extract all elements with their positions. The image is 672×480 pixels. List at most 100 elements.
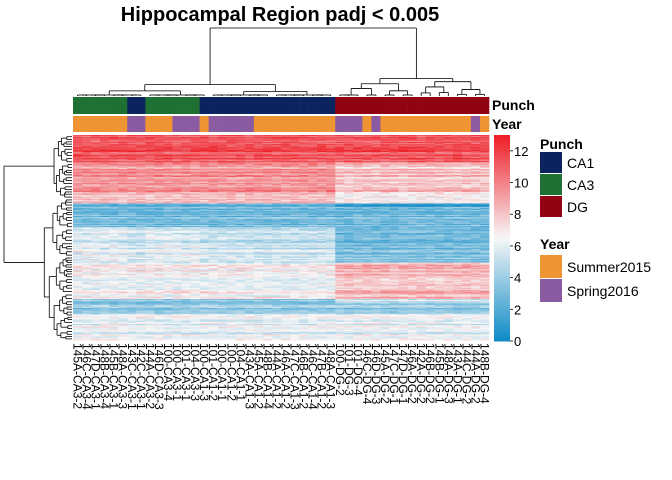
heatmap-cell bbox=[154, 185, 164, 187]
heatmap-cell bbox=[425, 234, 436, 236]
heatmap-cell bbox=[470, 140, 481, 143]
heatmap-cell bbox=[362, 186, 372, 188]
heatmap-cell bbox=[443, 158, 454, 161]
heatmap-cell bbox=[434, 180, 445, 183]
heatmap-cell bbox=[199, 162, 210, 164]
heatmap-cell bbox=[145, 235, 155, 237]
heatmap-cell bbox=[452, 187, 463, 189]
punch-annotation-cell bbox=[145, 97, 155, 114]
heatmap-cell bbox=[335, 181, 345, 184]
heatmap-cell bbox=[344, 146, 354, 148]
heatmap-cell bbox=[335, 194, 345, 196]
heatmap-cell bbox=[416, 157, 427, 160]
heatmap-cell bbox=[172, 186, 182, 188]
heatmap-cell bbox=[235, 240, 246, 243]
heatmap-cell bbox=[353, 193, 363, 195]
heatmap-cell bbox=[109, 182, 119, 185]
heatmap-cell bbox=[244, 189, 255, 192]
heatmap-cell bbox=[82, 220, 92, 222]
heatmap-cell bbox=[389, 170, 399, 172]
heatmap-cell bbox=[235, 138, 246, 140]
heatmap-cell bbox=[299, 207, 309, 210]
heatmap-cell bbox=[262, 240, 273, 243]
heatmap-cell bbox=[398, 158, 409, 161]
heatmap-cell bbox=[344, 226, 354, 228]
heatmap-cell bbox=[434, 206, 445, 209]
heatmap-cell bbox=[145, 207, 155, 210]
heatmap-cell bbox=[362, 145, 372, 147]
heatmap-cell bbox=[136, 231, 146, 234]
heatmap-cell bbox=[73, 185, 83, 187]
heatmap-cell bbox=[335, 144, 345, 146]
heatmap-cell bbox=[91, 198, 101, 201]
heatmap-cell bbox=[118, 236, 128, 238]
heatmap-cell bbox=[389, 174, 399, 177]
heatmap-cell bbox=[199, 164, 210, 167]
heatmap-cell bbox=[145, 138, 155, 140]
heatmap-cell bbox=[443, 161, 454, 163]
heatmap-cell bbox=[199, 213, 210, 216]
heatmap-cell bbox=[479, 221, 490, 224]
heatmap-cell bbox=[461, 229, 472, 232]
heatmap-cell bbox=[208, 199, 219, 202]
heatmap-cell bbox=[344, 144, 354, 146]
heatmap-cell bbox=[91, 190, 101, 193]
heatmap-cell bbox=[145, 201, 155, 203]
heatmap-cell bbox=[452, 140, 463, 143]
heatmap-cell bbox=[452, 197, 463, 200]
heatmap-cell bbox=[371, 223, 381, 226]
heatmap-cell bbox=[136, 176, 146, 178]
heatmap-cell bbox=[100, 238, 110, 241]
heatmap-cell bbox=[172, 196, 182, 199]
heatmap-cell bbox=[154, 206, 164, 209]
heatmap-cell bbox=[109, 189, 119, 192]
heatmap-cell bbox=[145, 174, 155, 177]
heatmap-cell bbox=[299, 136, 309, 138]
heatmap-cell bbox=[190, 195, 201, 197]
heatmap-cell bbox=[461, 196, 472, 199]
heatmap-cell bbox=[335, 169, 345, 171]
heatmap-cell bbox=[290, 160, 300, 162]
heatmap-cell bbox=[82, 213, 92, 216]
heatmap-cell bbox=[371, 221, 381, 224]
heatmap-cell bbox=[461, 202, 472, 204]
heatmap-cell bbox=[271, 244, 282, 246]
heatmap-cell bbox=[181, 135, 191, 137]
heatmap-cell bbox=[91, 218, 101, 220]
heatmap-cell bbox=[398, 212, 409, 214]
heatmap-cell bbox=[380, 197, 390, 200]
heatmap-cell bbox=[136, 223, 146, 226]
heatmap-cell bbox=[443, 166, 454, 169]
heatmap-cell bbox=[425, 177, 436, 179]
heatmap-cell bbox=[317, 205, 327, 208]
heatmap-cell bbox=[100, 202, 110, 204]
heatmap-cell bbox=[308, 207, 318, 210]
heatmap-cell bbox=[434, 242, 445, 244]
heatmap-cell bbox=[172, 176, 182, 178]
heatmap-cell bbox=[281, 171, 291, 173]
heatmap-cell bbox=[91, 172, 101, 175]
heatmap-cell bbox=[199, 185, 210, 187]
heatmap-cell bbox=[253, 163, 264, 166]
heatmap-cell bbox=[425, 165, 436, 168]
heatmap-cell bbox=[82, 214, 92, 217]
heatmap-cell bbox=[73, 219, 83, 221]
heatmap-cell bbox=[407, 181, 418, 184]
heatmap-cell bbox=[443, 155, 454, 158]
heatmap-cell bbox=[136, 135, 146, 137]
heatmap-cell bbox=[154, 201, 164, 203]
heatmap-cell bbox=[127, 190, 137, 193]
heatmap-cell bbox=[371, 185, 381, 187]
heatmap-cell bbox=[181, 140, 191, 143]
heatmap-cell bbox=[281, 160, 291, 162]
heatmap-cell bbox=[118, 189, 128, 192]
heatmap-cell bbox=[100, 231, 110, 234]
heatmap-cell bbox=[470, 194, 481, 196]
heatmap-cell bbox=[434, 155, 445, 158]
heatmap-cell bbox=[82, 178, 92, 180]
heatmap-cell bbox=[181, 189, 191, 192]
heatmap-cell bbox=[181, 199, 191, 202]
heatmap-cell bbox=[172, 179, 182, 181]
heatmap-cell bbox=[461, 139, 472, 142]
heatmap-cell bbox=[479, 177, 490, 179]
